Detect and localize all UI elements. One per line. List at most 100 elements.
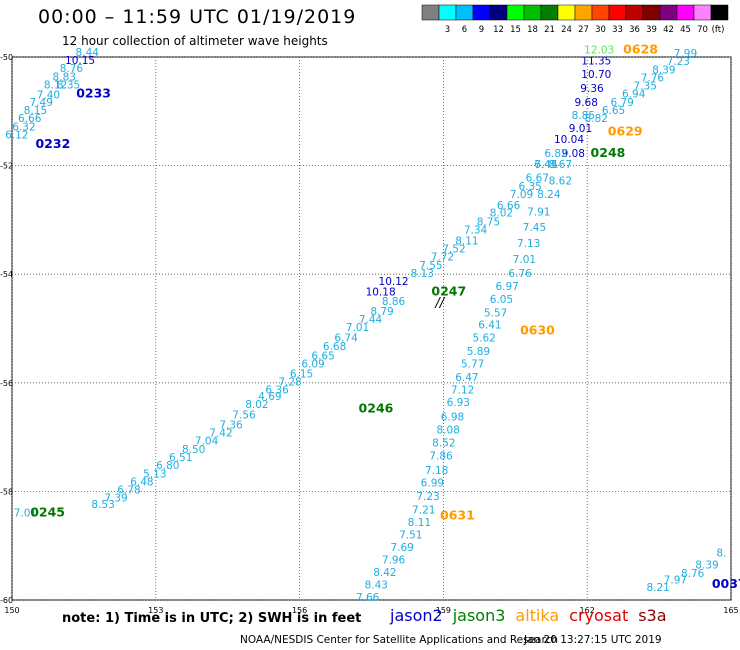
wave-height-label: 7.34: [464, 224, 488, 236]
wave-height-label: 6.65: [602, 105, 625, 117]
track-id-label: 0245: [30, 504, 65, 519]
wave-height-label: 7.40: [37, 89, 60, 101]
wave-height-label: 7.04: [195, 436, 219, 448]
color-bin-label: 27: [578, 25, 589, 35]
wave-height-label: 9.36: [580, 83, 604, 95]
color-bin-label: 36: [629, 25, 640, 35]
wave-height-label: 8.21: [646, 582, 669, 594]
wave-height-label: 8.50: [182, 444, 205, 456]
track-id-label: 0248: [591, 145, 626, 160]
wave-height-label: 7.35: [634, 81, 657, 93]
wave-height-label: 8.08: [436, 424, 459, 436]
legend-jason3: jason3: [452, 606, 506, 625]
wave-height-label: 8.85: [572, 110, 595, 122]
wave-height-label: 6.45: [534, 159, 557, 171]
wave-height-label: 8.53: [91, 499, 114, 511]
color-bin-label: 30: [595, 25, 606, 35]
wave-height-label: 6.47: [455, 372, 478, 384]
wave-height-label: 7.01: [346, 322, 369, 334]
wave-height-label: 6.48: [130, 476, 153, 488]
color-bin-label: 21: [544, 25, 555, 35]
wave-height-label: 8.82: [585, 113, 608, 125]
wave-height-label: 6.99: [421, 478, 444, 490]
wave-height-label: 7.12: [451, 385, 474, 397]
y-tick-label: -56: [0, 379, 13, 388]
wave-height-label: 7.76: [641, 72, 665, 84]
wave-height-label: 6.68: [323, 341, 346, 353]
color-bin-label: 33: [612, 25, 623, 35]
wave-height-label: 7.09: [510, 189, 533, 201]
wave-height-label: 7.42: [209, 428, 232, 440]
color-scale-legend: 3 6 9 12 15 18 21 24 27 30 33 36 39 42 45 70 (ft): [421, 4, 729, 35]
wave-height-label: 6.97: [495, 281, 518, 293]
map-frame: [11, 56, 732, 601]
wave-height-label: 9.08: [562, 148, 585, 160]
track-id-label: 0247: [431, 283, 466, 298]
wave-height-label: 6.94: [622, 89, 646, 101]
wave-height-label: 9.01: [569, 123, 592, 135]
wave-height-label: 8.75: [477, 216, 500, 228]
color-bin-label: 42: [663, 25, 674, 35]
wave-height-label: 8.62: [549, 176, 572, 188]
x-tick-label: 150: [4, 606, 19, 615]
map-title: 00:00 – 11:59 UTC 01/19/2019: [38, 6, 357, 28]
wave-height-label: 6.36: [265, 385, 289, 397]
y-tick-label: -52: [0, 162, 13, 171]
wave-height-label: 7.21: [412, 505, 435, 517]
wave-height-label: 6.41: [478, 320, 501, 332]
wave-height-label: 7.91: [527, 207, 550, 219]
x-tick-label: 159: [436, 606, 451, 615]
x-tick-label: 156: [292, 606, 307, 615]
color-bin-label: 12: [493, 25, 504, 35]
color-bin-label: 15: [510, 25, 521, 35]
wave-height-label: 6.82: [544, 148, 567, 160]
wave-height-label: 8.11: [455, 235, 478, 247]
map-subtitle: 12 hour collection of altimeter wave hei…: [62, 34, 328, 48]
wave-height-label: 6.93: [447, 397, 470, 409]
wave-height-label: 7.86: [429, 450, 453, 462]
wave-height-label: 8.13: [411, 268, 434, 280]
wave-height-label: 8.02: [245, 399, 268, 411]
wave-height-label: 7.72: [431, 252, 454, 264]
wave-height-label: 5.13: [143, 468, 166, 480]
wave-height-label: 5.77: [461, 359, 484, 371]
wave-height-label: 8.76: [681, 568, 705, 580]
wave-height-label: 8.35: [57, 79, 80, 91]
wave-height-label: 6.51: [169, 452, 192, 464]
legend-altika: altika: [515, 606, 560, 625]
track-id-label: 0631: [440, 508, 475, 523]
color-bin-label: 3: [445, 25, 450, 35]
track-id-label: 0233: [76, 86, 111, 101]
x-tick-label: 153: [148, 606, 163, 615]
wave-height-label: 7.45: [523, 222, 546, 234]
wave-height-label: 7.18: [425, 465, 448, 477]
wave-height-label: 6.67: [526, 172, 549, 184]
wave-height-label: 7.66: [356, 592, 380, 604]
wave-height-label: 8.24: [537, 189, 561, 201]
timestamp-text: Jan 20 13:27:15 UTC 2019: [524, 634, 662, 646]
wave-height-label: 7.13: [517, 238, 540, 250]
color-bin-label: 9: [479, 25, 484, 35]
wave-height-label: 8.15: [24, 105, 47, 117]
wave-height-label: 10.15: [65, 55, 95, 67]
color-bin-label: 45: [680, 25, 691, 35]
color-bin-label: 39: [646, 25, 657, 35]
track-id-label: 0232: [35, 136, 70, 151]
wave-height-label: 8.86: [382, 296, 406, 308]
wave-height-label: 7.99: [674, 48, 697, 60]
y-tick-label: -54: [0, 270, 13, 279]
note-text: note: 1) Time is in UTC; 2) SWH is in fe…: [62, 611, 362, 626]
wave-height-label: 6.74: [334, 333, 358, 345]
wave-height-label: 6.35: [518, 181, 541, 193]
track-id-label: 0628: [623, 42, 658, 57]
wave-height-label: 10.18: [366, 286, 396, 298]
wave-height-label: 6.98: [441, 411, 464, 423]
wave-height-label: 7.51: [399, 530, 422, 542]
wave-height-label: 8.12: [44, 79, 67, 91]
legend-s3a: s3a: [638, 606, 667, 625]
wave-height-label: 7.01: [14, 507, 37, 519]
wave-height-label: 6.66: [497, 200, 521, 212]
wave-height-label: 8.52: [432, 437, 455, 449]
credit-text: NOAA/NESDIS Center for Satellite Applica…: [240, 634, 558, 646]
